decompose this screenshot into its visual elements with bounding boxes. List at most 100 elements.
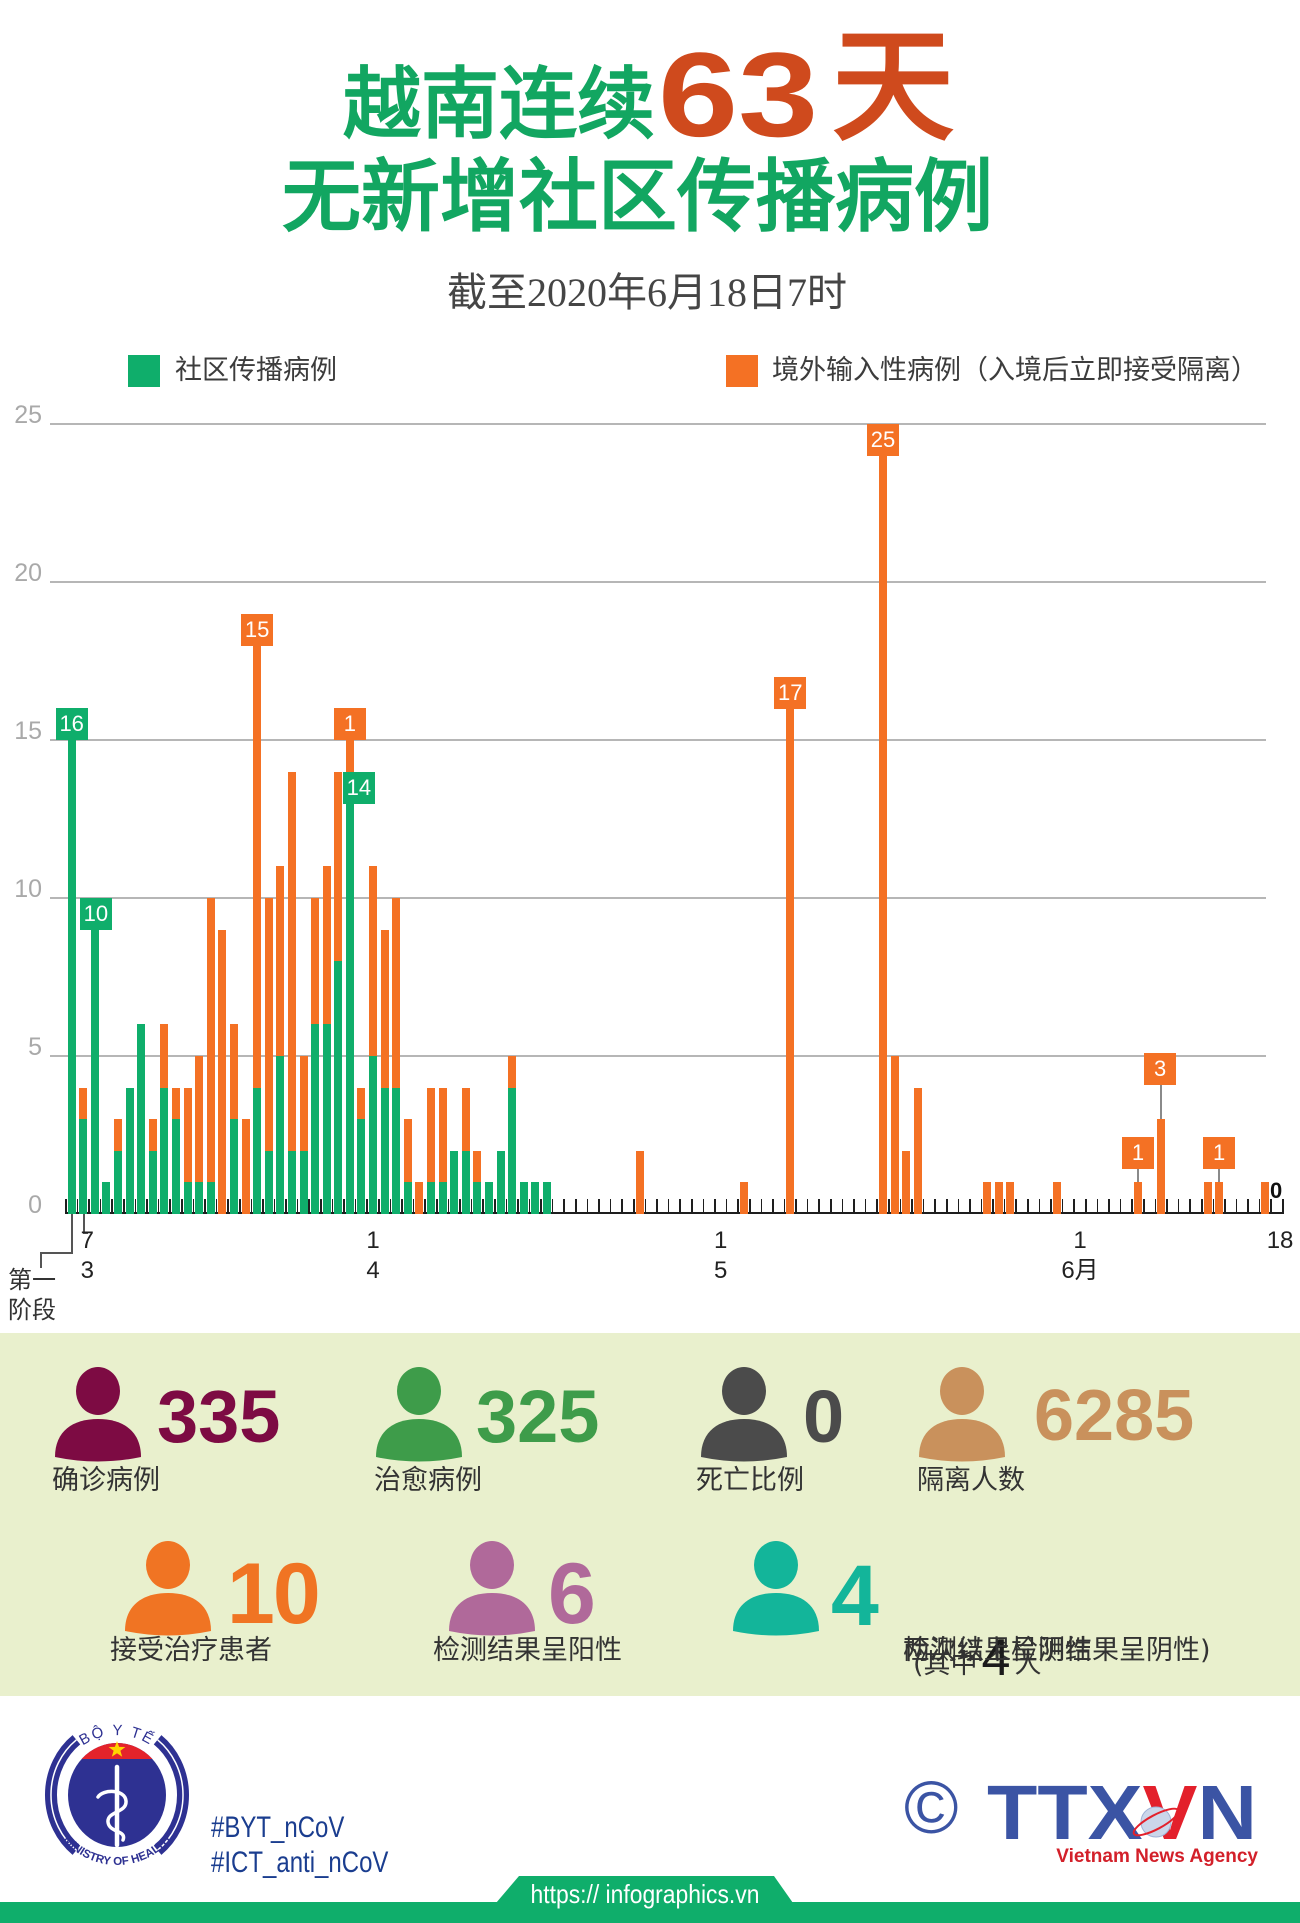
phase-label-line1: 第一 [8, 1266, 56, 1294]
x-axis-tick [250, 1199, 253, 1214]
x-axis-tick [331, 1199, 334, 1214]
bar-imported [345, 740, 354, 772]
x-axis-tick [134, 1199, 137, 1214]
bar-community [102, 1182, 111, 1214]
legend-label-community: 社区传播病例 [175, 355, 337, 386]
bar-community [183, 1182, 192, 1214]
bar-imported [1133, 1182, 1142, 1214]
x-axis-tick [586, 1199, 589, 1214]
gridline [50, 897, 1266, 899]
legend-swatch-community [128, 355, 160, 387]
bar-community [438, 1182, 447, 1214]
x-axis-day-label: 1 [1073, 1227, 1087, 1254]
bar-community [484, 1182, 493, 1214]
x-axis-tick [123, 1199, 125, 1214]
x-axis-tick [308, 1199, 311, 1214]
bar-community [148, 1150, 157, 1214]
gridline [50, 739, 1266, 741]
bar-imported [739, 1182, 748, 1214]
bar-community [229, 1119, 238, 1214]
x-axis-tick [1038, 1199, 1041, 1214]
person-icon [701, 1367, 787, 1462]
bar-imported [148, 1119, 157, 1151]
stats-panel [0, 1333, 1300, 1696]
x-axis-tick [1108, 1199, 1110, 1214]
bar-imported [206, 898, 215, 1183]
bar-imported [415, 1182, 424, 1214]
x-axis-tick [1212, 1199, 1215, 1214]
bar-imported [229, 1024, 238, 1120]
x-axis-tick [215, 1199, 218, 1214]
bar-imported [635, 1150, 644, 1214]
bar-imported [890, 1056, 899, 1214]
person-icon [919, 1367, 1005, 1462]
x-axis-tick [853, 1199, 855, 1214]
x-axis-tick [111, 1199, 114, 1214]
bar-community [322, 1024, 331, 1214]
stat-value: 4 [831, 1548, 879, 1644]
stat-value: 325 [476, 1375, 600, 1458]
bar-imported [392, 898, 401, 1088]
ministry-of-health-logo: BỘ Y TẾ MINISTRY OF HEALTH [45, 1722, 189, 1868]
bar-community [508, 1087, 517, 1214]
stat-value: 335 [157, 1375, 281, 1458]
stat-label: 治愈病例 [374, 1465, 482, 1496]
hashtag-byt: #BYT_nCoV [211, 1811, 345, 1844]
bar-imported [114, 1119, 123, 1151]
value-label-box: 1 [1203, 1136, 1236, 1169]
x-axis-tick [1154, 1199, 1157, 1214]
x-axis-tick [99, 1199, 102, 1214]
gridline [50, 423, 1266, 425]
bar-community [79, 1119, 88, 1214]
x-axis-tick [181, 1199, 183, 1214]
bar-community [450, 1150, 459, 1214]
daily-cases-chart: 第一 阶段 0 5 10 15 20 25 16 10 15 1 14 17 25 1 3 1 0 7 3 1 4 1 5 1… [0, 400, 1300, 1335]
value-label: 0 [1270, 1178, 1283, 1203]
bar-community [90, 898, 99, 1214]
stat-recovered: 325 治愈病例 [374, 1367, 599, 1496]
bar-imported [253, 613, 262, 1088]
bar-community [206, 1182, 215, 1214]
stat-note-value: 4 [981, 1629, 1011, 1687]
website-link[interactable]: https:// infographics.vn [530, 1879, 760, 1909]
x-axis-tick [505, 1199, 508, 1214]
x-axis-tick [378, 1199, 380, 1214]
x-axis-tick [679, 1199, 681, 1214]
start-date-bracket-horizontal [83, 1232, 88, 1234]
bar-community [67, 708, 76, 1214]
x-axis-tick [285, 1199, 287, 1214]
x-axis-tick [633, 1199, 635, 1214]
bar-imported [218, 929, 227, 1214]
bar-community [264, 1150, 273, 1214]
x-axis-tick [517, 1199, 519, 1214]
x-axis-tick [1085, 1199, 1087, 1214]
bar-imported [160, 1024, 169, 1088]
subtitle-date: 截至2020年6月18日7时 [447, 270, 847, 315]
bar-community [299, 1150, 308, 1214]
x-axis-tick [169, 1199, 171, 1214]
bar-community [531, 1182, 540, 1214]
x-axis-tick [1166, 1199, 1168, 1214]
x-axis-tick [343, 1199, 345, 1214]
bar-imported [879, 424, 887, 1214]
x-axis-tick [621, 1199, 624, 1214]
bar-imported [276, 866, 285, 1056]
legend-swatch-imported [726, 355, 758, 387]
bar-community [519, 1182, 528, 1214]
x-axis-tick [934, 1199, 936, 1214]
x-axis-tick [1224, 1199, 1226, 1214]
bar-community [357, 1119, 366, 1214]
bar-community [392, 1087, 401, 1214]
bar-community [334, 961, 343, 1214]
x-axis-tick [273, 1199, 276, 1214]
x-axis-tick [690, 1199, 693, 1214]
bar-imported [1261, 1182, 1270, 1214]
bar-imported [79, 1087, 88, 1120]
stat-tested-positive: 6 检测结果呈阳性 [433, 1541, 622, 1666]
bar-community [461, 1150, 470, 1214]
bar-community [496, 1150, 505, 1214]
stat-label: 隔离人数 [917, 1465, 1025, 1496]
x-axis-tick [748, 1199, 751, 1214]
y-axis-label: 10 [14, 875, 42, 903]
x-axis-tick [447, 1199, 450, 1214]
